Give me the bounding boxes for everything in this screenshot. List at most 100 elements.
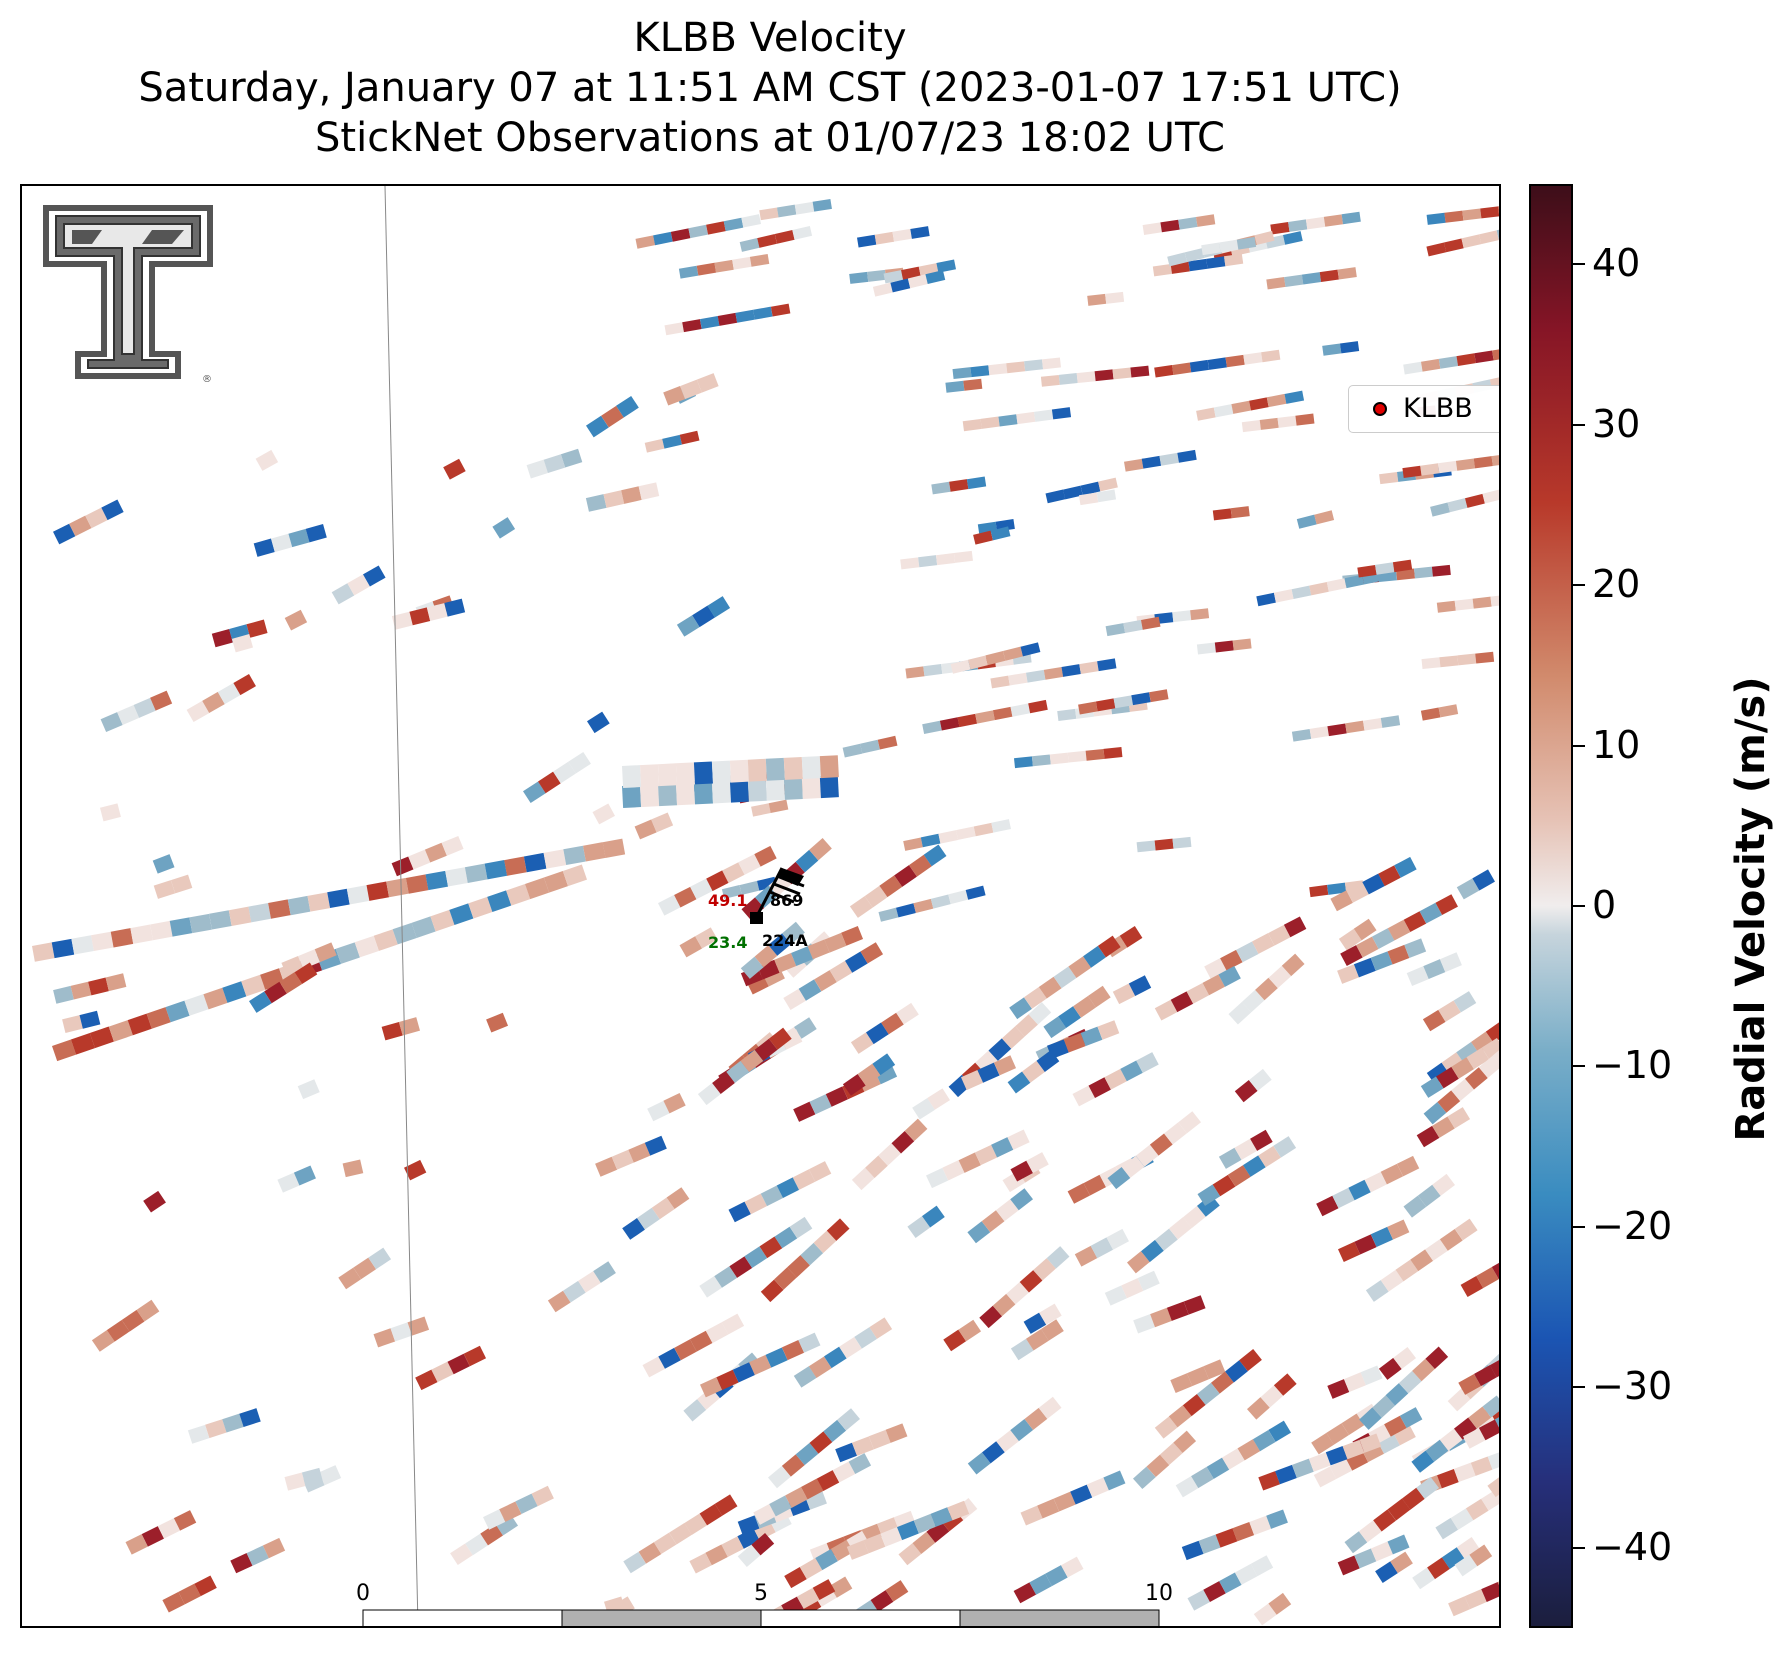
velocity-gate xyxy=(1150,1307,1172,1328)
velocity-gate xyxy=(923,664,943,677)
velocity-gate xyxy=(1204,958,1227,979)
velocity-gate xyxy=(823,1419,847,1443)
velocity-gate xyxy=(1232,1521,1255,1542)
velocity-gate xyxy=(1258,1471,1281,1491)
velocity-gate xyxy=(1028,1002,1052,1025)
velocity-gate xyxy=(1353,918,1377,941)
velocity-gate xyxy=(754,845,777,867)
velocity-gate xyxy=(669,1523,692,1545)
velocity-gate xyxy=(842,1073,866,1096)
velocity-gate xyxy=(1130,365,1150,378)
velocity-gate xyxy=(1001,1026,1025,1049)
velocity-gate xyxy=(444,598,466,617)
velocity-gate xyxy=(1104,1068,1127,1090)
velocity-gate xyxy=(769,1495,792,1517)
velocity-gate xyxy=(178,1583,201,1605)
velocity-gate xyxy=(801,776,821,799)
velocity-gate xyxy=(1343,1372,1366,1393)
velocity-gate xyxy=(1141,455,1162,469)
velocity-gate xyxy=(1213,404,1234,418)
velocity-gate xyxy=(1026,1328,1049,1351)
velocity-gate xyxy=(967,1452,991,1475)
velocity-gate xyxy=(1010,1188,1034,1211)
velocity-gate xyxy=(1187,1589,1210,1611)
scale-bar: 0 5 10 km xyxy=(356,1581,1173,1626)
scale-tick-5: 5 xyxy=(754,1581,768,1606)
velocity-gate xyxy=(826,1218,850,1241)
velocity-gate xyxy=(1437,1090,1461,1113)
velocity-gate xyxy=(860,739,880,754)
velocity-gate xyxy=(765,777,785,801)
map-legend: KLBB xyxy=(1348,385,1499,433)
velocity-gate xyxy=(1403,1195,1427,1218)
velocity-gate xyxy=(1137,1270,1160,1291)
colorbar-tick-label: 0 xyxy=(1592,883,1617,927)
velocity-gate xyxy=(1275,1464,1297,1485)
velocity-gate xyxy=(768,799,789,814)
velocity-gate xyxy=(1489,1356,1499,1378)
velocity-gate xyxy=(812,1579,836,1601)
velocity-gate xyxy=(1228,1002,1252,1025)
velocity-gate xyxy=(277,1172,300,1193)
velocity-gate xyxy=(1136,1052,1159,1073)
velocity-gate xyxy=(1234,1138,1258,1160)
velocity-gate xyxy=(1172,362,1192,375)
velocity-gate xyxy=(1007,1129,1030,1150)
velocity-gate xyxy=(407,1316,430,1336)
velocity-gate xyxy=(482,1509,506,1530)
velocity-gate xyxy=(1281,953,1305,977)
velocity-gate xyxy=(796,1587,820,1609)
velocity-gate xyxy=(262,1537,286,1559)
velocity-gate xyxy=(1387,919,1411,941)
velocity-gate xyxy=(651,812,674,833)
velocity-gate xyxy=(441,835,464,856)
velocity-gate xyxy=(930,894,951,909)
velocity-gate xyxy=(241,974,266,997)
velocity-gate xyxy=(898,1543,922,1566)
velocity-gate xyxy=(1131,692,1151,706)
velocity-gate xyxy=(638,482,660,500)
velocity-gate xyxy=(354,935,379,958)
velocity-gate xyxy=(1403,361,1423,375)
velocity-gate xyxy=(1255,977,1278,1001)
velocity-gate xyxy=(1105,623,1126,637)
velocity-gate xyxy=(1268,1592,1292,1615)
velocity-gate xyxy=(386,877,409,898)
velocity-gate xyxy=(391,856,414,877)
velocity-gate xyxy=(445,867,468,887)
velocity-gate xyxy=(793,1366,817,1388)
velocity-gate xyxy=(1447,1388,1471,1412)
velocity-gate xyxy=(737,1528,760,1549)
velocity-gate xyxy=(791,946,813,966)
velocity-gate xyxy=(1136,840,1156,853)
velocity-gate xyxy=(1020,1505,1043,1526)
velocity-gate xyxy=(849,271,869,284)
velocity-gate xyxy=(592,803,615,825)
velocity-gate xyxy=(563,845,586,866)
velocity-gate xyxy=(949,479,969,492)
velocity-gate xyxy=(967,1221,991,1244)
velocity-gate xyxy=(157,1518,181,1539)
velocity-gate xyxy=(1464,1589,1487,1610)
velocity-gate xyxy=(1218,966,1241,987)
velocity-gate xyxy=(1266,276,1286,290)
velocity-gate xyxy=(759,1236,783,1259)
velocity-gate xyxy=(980,416,1000,429)
velocity-gate xyxy=(1266,393,1287,408)
velocity-gate xyxy=(268,899,291,919)
velocity-gate xyxy=(1291,1458,1314,1479)
velocity-gate xyxy=(868,1429,891,1450)
velocity-gate xyxy=(962,418,982,432)
velocity-gate xyxy=(705,1322,729,1344)
velocity-gate xyxy=(99,803,121,822)
velocity-gate xyxy=(716,1369,739,1390)
velocity-gate xyxy=(1006,361,1026,374)
velocity-gate xyxy=(860,942,884,964)
colorbar-tick-label: −10 xyxy=(1592,1043,1673,1088)
velocity-gate xyxy=(1026,669,1046,683)
velocity-gate xyxy=(939,717,960,731)
velocity-gate xyxy=(1207,357,1227,370)
velocity-gate xyxy=(1083,945,1106,968)
velocity-gate xyxy=(808,1161,832,1182)
velocity-gate xyxy=(1482,489,1499,504)
